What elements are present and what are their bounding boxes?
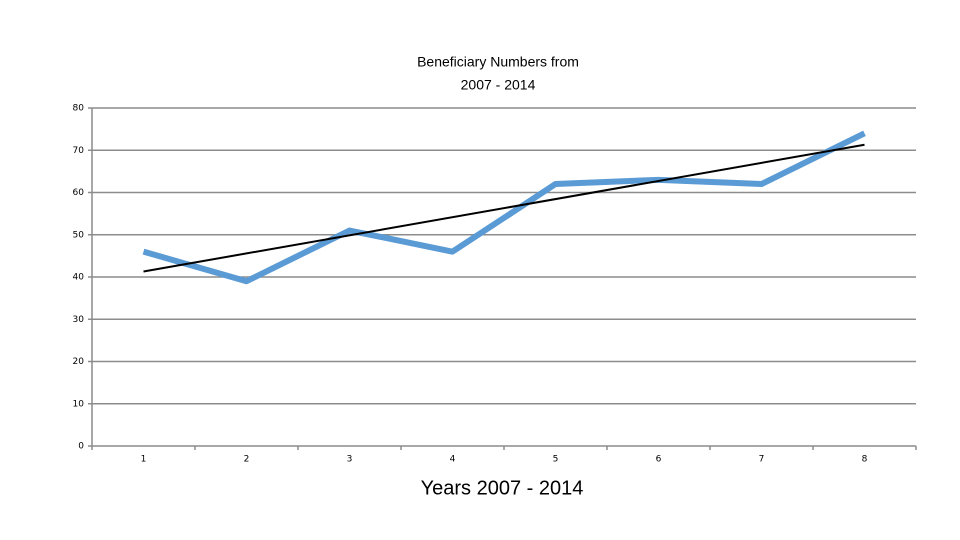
- x-axis-label: Years 2007 - 2014: [421, 477, 584, 499]
- y-tick-label: 0: [78, 442, 84, 452]
- y-tick-label: 30: [73, 315, 85, 325]
- x-tick-label: 5: [553, 455, 559, 465]
- x-tick-label: 6: [656, 455, 662, 465]
- y-tick-label: 80: [73, 104, 85, 114]
- data-line: [142, 130, 866, 285]
- y-tick-label: 70: [73, 146, 85, 156]
- chart-title: Beneficiary Numbers from: [417, 54, 579, 70]
- y-tick-label: 60: [73, 188, 85, 198]
- y-tick-label: 10: [73, 399, 85, 409]
- x-tick-label: 1: [141, 455, 147, 465]
- x-tick-label: 8: [862, 455, 868, 465]
- trend-line: [143, 143, 865, 273]
- y-tick-label: 50: [73, 230, 85, 240]
- x-tick-label: 2: [244, 455, 250, 465]
- y-tick-label: 40: [73, 273, 85, 283]
- x-tick-label: 4: [450, 455, 456, 465]
- x-tick-label: 3: [347, 455, 353, 465]
- x-tick-label: 7: [759, 455, 765, 465]
- chart-title: 2007 - 2014: [461, 77, 536, 93]
- y-tick-label: 20: [73, 357, 85, 367]
